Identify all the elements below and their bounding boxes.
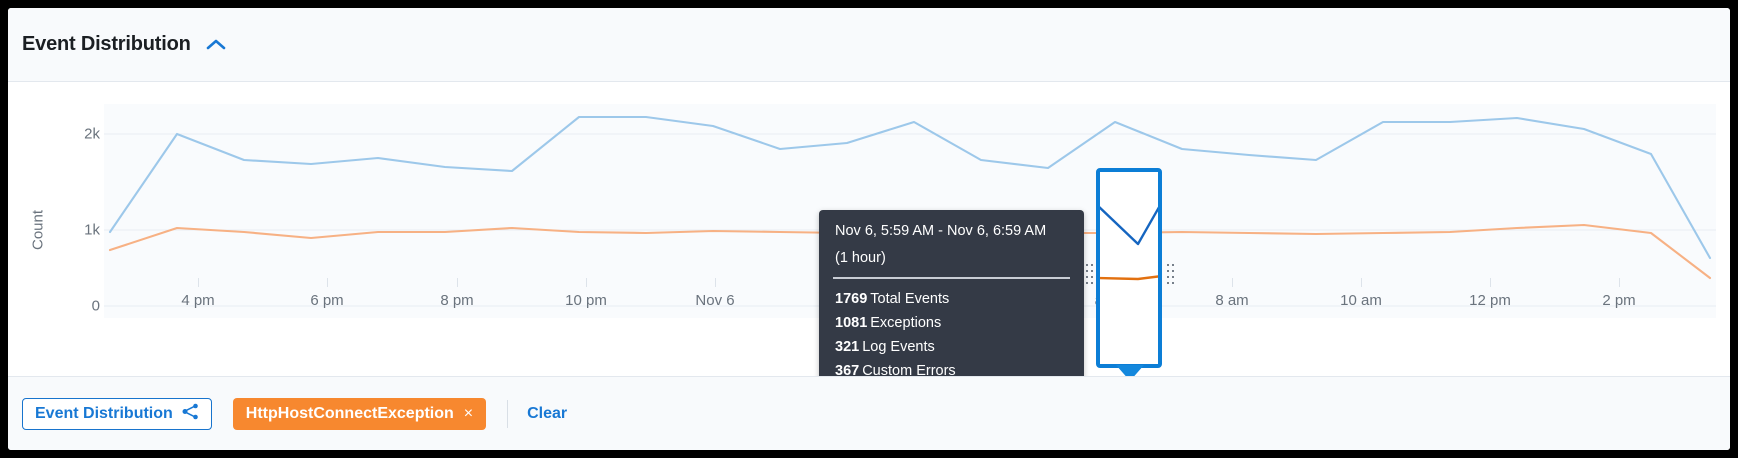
event-distribution-panel: Event Distribution Count 2k 1k 0 (8, 8, 1730, 450)
page-title: Event Distribution (22, 33, 191, 55)
x-tick: 10 am (1340, 292, 1382, 309)
filter-chip-httphostconnectexception[interactable]: HttpHostConnectException × (232, 397, 487, 430)
tooltip-duration: (1 hour) (835, 250, 886, 266)
share-icon[interactable] (182, 403, 199, 425)
x-tick: 8 am (1215, 292, 1249, 309)
panel-header: Event Distribution (8, 8, 1730, 82)
clear-button[interactable]: Clear (527, 404, 568, 422)
tooltip-time-range: Nov 6, 5:59 AM - Nov 6, 6:59 AM (835, 223, 1047, 239)
toolbar-divider (507, 399, 509, 428)
tooltip-stat-value: 1081 (835, 315, 868, 331)
y-tick: 2k (84, 125, 100, 143)
x-tick: 8 pm (440, 292, 474, 309)
chart-area: Count 2k 1k 0 4 pm 6 pm 8 pm 10 pm (8, 82, 1730, 422)
tooltip-stat-label: Total Events (870, 291, 950, 307)
tooltip-stat-row: 1081 Exceptions (819, 307, 1084, 331)
series-total-events (108, 115, 1712, 260)
y-tick: 1k (84, 221, 100, 239)
brush-handle-right[interactable] (1167, 264, 1174, 288)
x-tick: 2 pm (1602, 292, 1636, 309)
tooltip-stat-label: Custom Errors (862, 363, 956, 379)
time-range-brush[interactable] (1096, 168, 1162, 368)
x-tick: 10 pm (565, 292, 607, 309)
close-icon[interactable]: × (463, 404, 474, 422)
y-tick: 0 (91, 297, 100, 315)
event-distribution-chip-label: Event Distribution (35, 404, 173, 422)
tooltip-stat-value: 367 (835, 363, 860, 379)
brush-highlight-lines (1100, 206, 1158, 281)
tooltip-stat-row: 367 Custom Errors (819, 355, 1084, 379)
brush-handle-left[interactable] (1086, 264, 1093, 288)
y-axis: 2k 1k 0 (8, 82, 100, 376)
filter-toolbar: Event Distribution HttpHostConnectExcept… (8, 376, 1730, 450)
tooltip-stat-row: 321 Log Events (819, 331, 1084, 355)
tooltip-stat-label: Log Events (862, 339, 935, 355)
x-tick: Nov 6 (695, 292, 735, 309)
tooltip-stat-row: 1769 Total Events (819, 283, 1084, 307)
tooltip-divider (833, 277, 1070, 279)
event-distribution-chip[interactable]: Event Distribution (22, 397, 212, 430)
x-tick: 4 pm (181, 292, 215, 309)
tooltip-stat-label: Exceptions (870, 315, 942, 331)
tooltip-stat-value: 1769 (835, 291, 868, 307)
tooltip-stat-value: 321 (835, 339, 860, 355)
chart-tooltip: Nov 6, 5:59 AM - Nov 6, 6:59 AM (1 hour)… (819, 210, 1084, 389)
x-tick: 12 pm (1469, 292, 1511, 309)
x-tick: 6 pm (310, 292, 344, 309)
filter-chip-label: HttpHostConnectException (245, 404, 454, 422)
chevron-up-icon[interactable] (205, 38, 227, 52)
